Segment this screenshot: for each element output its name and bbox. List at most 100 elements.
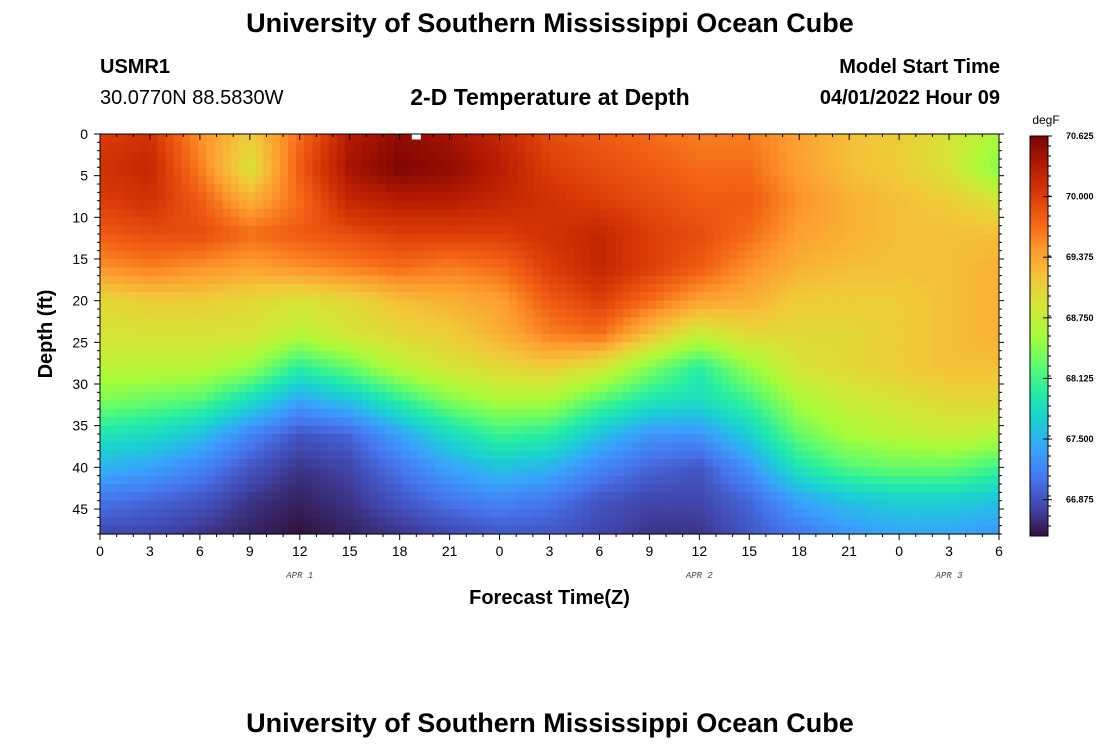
heatmap-cell bbox=[353, 200, 363, 210]
heatmap-cell bbox=[206, 442, 216, 452]
heatmap-cell bbox=[377, 192, 387, 202]
heatmap-cell bbox=[811, 242, 820, 252]
heatmap-cell bbox=[909, 317, 918, 327]
heatmap-cell bbox=[557, 275, 567, 285]
heatmap-cell bbox=[304, 134, 314, 143]
heatmap-cell bbox=[386, 467, 395, 477]
heatmap-cell bbox=[238, 309, 248, 318]
heatmap-cell bbox=[680, 334, 690, 343]
heatmap-cell bbox=[508, 317, 518, 327]
heatmap-cell bbox=[222, 184, 232, 193]
heatmap-cell bbox=[337, 259, 346, 268]
heatmap-cell bbox=[900, 384, 910, 393]
heatmap-cell bbox=[802, 225, 812, 235]
heatmap-cell bbox=[949, 367, 959, 377]
heatmap-cell bbox=[712, 209, 722, 218]
heatmap-cell bbox=[811, 450, 820, 460]
heatmap-cell bbox=[786, 375, 796, 385]
heatmap-cell bbox=[238, 334, 248, 343]
heatmap-cell bbox=[941, 217, 951, 227]
heatmap-cell bbox=[508, 175, 518, 185]
heatmap-cell bbox=[533, 359, 542, 368]
heatmap-cell bbox=[761, 500, 771, 510]
heatmap-cell bbox=[958, 359, 967, 368]
heatmap-cell bbox=[328, 192, 338, 202]
heatmap-cell bbox=[475, 292, 485, 302]
heatmap-cell bbox=[974, 342, 984, 352]
heatmap-cell bbox=[982, 417, 992, 427]
heatmap-cell bbox=[721, 367, 730, 377]
heatmap-cell bbox=[868, 142, 878, 152]
heatmap-cell bbox=[467, 450, 477, 460]
heatmap-cell bbox=[933, 284, 943, 293]
heatmap-cell bbox=[124, 234, 134, 243]
heatmap-cell bbox=[304, 342, 314, 352]
heatmap-cell bbox=[116, 392, 126, 402]
heatmap-cell bbox=[786, 225, 796, 235]
heatmap-cell bbox=[851, 275, 861, 285]
heatmap-cell bbox=[206, 434, 216, 443]
heatmap-cell bbox=[124, 409, 134, 418]
heatmap-cell bbox=[704, 309, 714, 318]
heatmap-cell bbox=[933, 259, 943, 268]
heatmap-cell bbox=[606, 250, 616, 260]
heatmap-cell bbox=[958, 434, 967, 443]
heatmap-cell bbox=[402, 467, 412, 477]
heatmap-cell bbox=[843, 292, 853, 302]
heatmap-cell bbox=[443, 134, 453, 143]
heatmap-cell bbox=[402, 484, 412, 493]
heatmap-cell bbox=[304, 317, 314, 327]
heatmap-cell bbox=[108, 217, 117, 227]
heatmap-cell bbox=[663, 275, 673, 285]
heatmap-cell bbox=[778, 450, 788, 460]
heatmap-cell bbox=[214, 367, 224, 377]
heatmap-cell bbox=[819, 425, 828, 435]
heatmap-cell bbox=[745, 134, 755, 143]
heatmap-cell bbox=[590, 292, 600, 302]
heatmap-cell bbox=[696, 409, 706, 418]
heatmap-cell bbox=[794, 167, 804, 177]
heatmap-cell bbox=[631, 217, 640, 227]
heatmap-cell bbox=[565, 434, 575, 443]
heatmap-cell bbox=[198, 209, 207, 218]
heatmap-cell bbox=[966, 359, 976, 368]
heatmap-cell bbox=[639, 459, 649, 468]
heatmap-cell bbox=[827, 334, 837, 343]
heatmap-cell bbox=[811, 400, 820, 410]
heatmap-cell bbox=[712, 417, 722, 427]
heatmap-cell bbox=[345, 175, 354, 185]
heatmap-cell bbox=[214, 184, 224, 193]
heatmap-cell bbox=[451, 442, 461, 452]
heatmap-cell bbox=[492, 300, 502, 310]
heatmap-cell bbox=[868, 192, 878, 202]
heatmap-cell bbox=[892, 359, 902, 368]
heatmap-cell bbox=[868, 450, 878, 460]
heatmap-cell bbox=[549, 384, 559, 393]
heatmap-cell bbox=[663, 325, 673, 335]
heatmap-cell bbox=[892, 475, 902, 485]
heatmap-cell bbox=[263, 334, 273, 343]
heatmap-cell bbox=[435, 167, 444, 177]
heatmap-cell bbox=[426, 234, 436, 243]
heatmap-cell bbox=[770, 317, 779, 327]
heatmap-cell bbox=[296, 467, 305, 477]
heatmap-cell bbox=[426, 284, 436, 293]
heatmap-cell bbox=[255, 184, 265, 193]
heatmap-cell bbox=[949, 359, 959, 368]
heatmap-cell bbox=[369, 492, 379, 502]
heatmap-cell bbox=[206, 342, 216, 352]
heatmap-cell bbox=[909, 367, 918, 377]
heatmap-cell bbox=[475, 384, 485, 393]
heatmap-cell bbox=[851, 175, 861, 185]
heatmap-cell bbox=[222, 267, 232, 277]
heatmap-cell bbox=[672, 500, 681, 510]
heatmap-cell bbox=[729, 234, 739, 243]
heatmap-cell bbox=[451, 475, 461, 485]
heatmap-cell bbox=[304, 167, 314, 177]
heatmap-cell bbox=[279, 300, 289, 310]
heatmap-cell bbox=[394, 434, 403, 443]
heatmap-cell bbox=[508, 292, 518, 302]
heatmap-cell bbox=[843, 234, 853, 243]
heatmap-cell bbox=[337, 317, 346, 327]
heatmap-cell bbox=[320, 375, 330, 385]
